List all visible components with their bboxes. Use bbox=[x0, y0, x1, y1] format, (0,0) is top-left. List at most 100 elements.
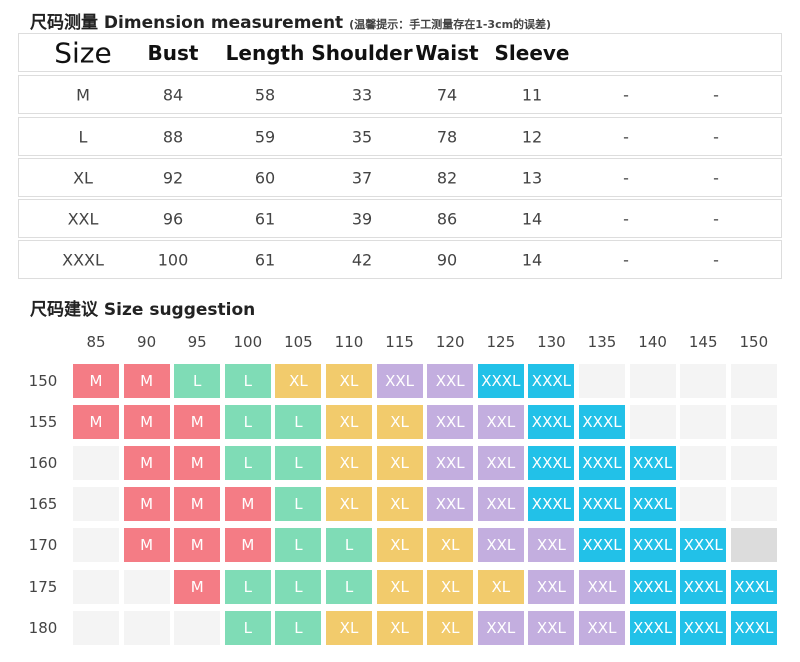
weight-label: 105 bbox=[284, 333, 313, 351]
table-cell: 39 bbox=[351, 209, 373, 228]
size-cell: M bbox=[123, 405, 170, 440]
size-cell: XXXL bbox=[629, 610, 676, 645]
suggestion-title: 尺码建议 Size suggestion bbox=[30, 300, 256, 320]
table-cell: - bbox=[623, 209, 629, 228]
size-cell: XXXL bbox=[579, 528, 625, 563]
table-cell: 59 bbox=[254, 127, 276, 146]
size-cell: XXL bbox=[579, 610, 625, 645]
table-cell: 14 bbox=[521, 250, 543, 269]
height-label: 155 bbox=[28, 413, 58, 432]
size-cell: XXL bbox=[477, 446, 524, 481]
table-cell: 74 bbox=[436, 85, 458, 104]
size-cell: XL bbox=[376, 610, 423, 645]
weight-label: 125 bbox=[486, 333, 516, 351]
table-cell: 42 bbox=[351, 250, 373, 269]
table-cell: 100 bbox=[157, 250, 189, 269]
size-cell: XXL bbox=[528, 528, 575, 563]
size-cell: XL bbox=[427, 528, 474, 563]
height-label: 180 bbox=[28, 618, 58, 637]
empty-cell bbox=[123, 569, 170, 604]
table-cell: - bbox=[623, 127, 629, 146]
size-cell: L bbox=[224, 446, 271, 481]
size-cell: XL bbox=[477, 569, 524, 604]
empty-cell bbox=[680, 446, 727, 481]
size-cell: XXXL bbox=[629, 528, 676, 563]
size-cell: XXXL bbox=[680, 610, 727, 645]
size-cell: XL bbox=[275, 364, 322, 398]
size-cell: M bbox=[224, 528, 271, 563]
size-cell: L bbox=[224, 405, 271, 440]
size-cell: XXXL bbox=[528, 405, 575, 440]
size-cell: L bbox=[326, 528, 372, 563]
size-cell: M bbox=[123, 364, 170, 398]
size-cell: L bbox=[275, 610, 322, 645]
empty-cell bbox=[73, 569, 119, 604]
table-cell: 60 bbox=[254, 168, 276, 187]
row-border bbox=[18, 199, 782, 238]
size-cell: XXXL bbox=[680, 528, 727, 563]
table-cell: 90 bbox=[436, 250, 458, 269]
table-cell: 61 bbox=[254, 209, 276, 228]
table-cell: 86 bbox=[436, 209, 458, 228]
weight-label: 135 bbox=[587, 333, 617, 351]
empty-cell bbox=[680, 364, 727, 398]
table-cell: XL bbox=[73, 168, 93, 187]
header-cell: Size bbox=[54, 36, 112, 69]
table-cell: - bbox=[623, 250, 629, 269]
height-label: 160 bbox=[28, 454, 58, 473]
size-cell: L bbox=[174, 364, 221, 398]
height-label: 150 bbox=[28, 372, 58, 390]
weight-label: 100 bbox=[233, 333, 263, 351]
row-border bbox=[18, 240, 782, 279]
height-label: 170 bbox=[28, 536, 58, 555]
table-cell: 96 bbox=[162, 209, 184, 228]
empty-cell bbox=[123, 610, 170, 645]
height-label: 175 bbox=[28, 577, 58, 596]
size-cell: XXL bbox=[376, 364, 423, 398]
size-cell: M bbox=[73, 405, 119, 440]
table-cell: - bbox=[713, 127, 719, 146]
header-cell: Bust bbox=[147, 40, 199, 65]
table-cell: 61 bbox=[254, 250, 276, 269]
size-cell: M bbox=[123, 528, 170, 563]
empty-cell bbox=[73, 528, 119, 563]
size-cell: XXXL bbox=[579, 405, 625, 440]
size-cell: M bbox=[174, 487, 221, 522]
size-cell: XL bbox=[376, 446, 423, 481]
empty-cell bbox=[73, 487, 119, 522]
size-cell: XXL bbox=[427, 446, 474, 481]
table-cell: 88 bbox=[162, 127, 184, 146]
size-cell: L bbox=[275, 528, 322, 563]
title-text: 尺码测量 Dimension measurement bbox=[30, 13, 344, 33]
size-cell: L bbox=[275, 405, 322, 440]
table-cell: 92 bbox=[162, 168, 184, 187]
size-cell: XXL bbox=[477, 405, 524, 440]
size-cell: XL bbox=[427, 569, 474, 604]
size-cell: XL bbox=[326, 364, 372, 398]
size-cell: XXXL bbox=[528, 364, 575, 398]
table-cell: 84 bbox=[162, 85, 184, 104]
size-cell: XXXL bbox=[730, 569, 777, 604]
size-cell: XXL bbox=[579, 569, 625, 604]
size-cell: XXXL bbox=[629, 487, 676, 522]
size-cell: L bbox=[224, 364, 271, 398]
empty-cell bbox=[730, 446, 777, 481]
empty-cell bbox=[730, 487, 777, 522]
table-cell: 33 bbox=[351, 85, 373, 104]
row-border bbox=[18, 158, 782, 197]
size-cell: XXL bbox=[477, 610, 524, 645]
header-cell: Waist bbox=[415, 40, 479, 65]
empty-cell bbox=[73, 446, 119, 481]
table-cell: - bbox=[713, 85, 719, 104]
header-cell: Shoulder bbox=[311, 40, 413, 65]
size-cell: M bbox=[174, 569, 221, 604]
size-cell: XXL bbox=[477, 487, 524, 522]
size-cell: XXXL bbox=[528, 487, 575, 522]
size-cell: XL bbox=[326, 405, 372, 440]
table-cell: - bbox=[713, 209, 719, 228]
empty-cell bbox=[680, 487, 727, 522]
measurement-title: 尺码测量 Dimension measurement (温馨提示：手工测量存在1-… bbox=[30, 8, 551, 33]
size-cell: L bbox=[326, 569, 372, 604]
size-cell: M bbox=[174, 446, 221, 481]
table-cell: 78 bbox=[436, 127, 458, 146]
